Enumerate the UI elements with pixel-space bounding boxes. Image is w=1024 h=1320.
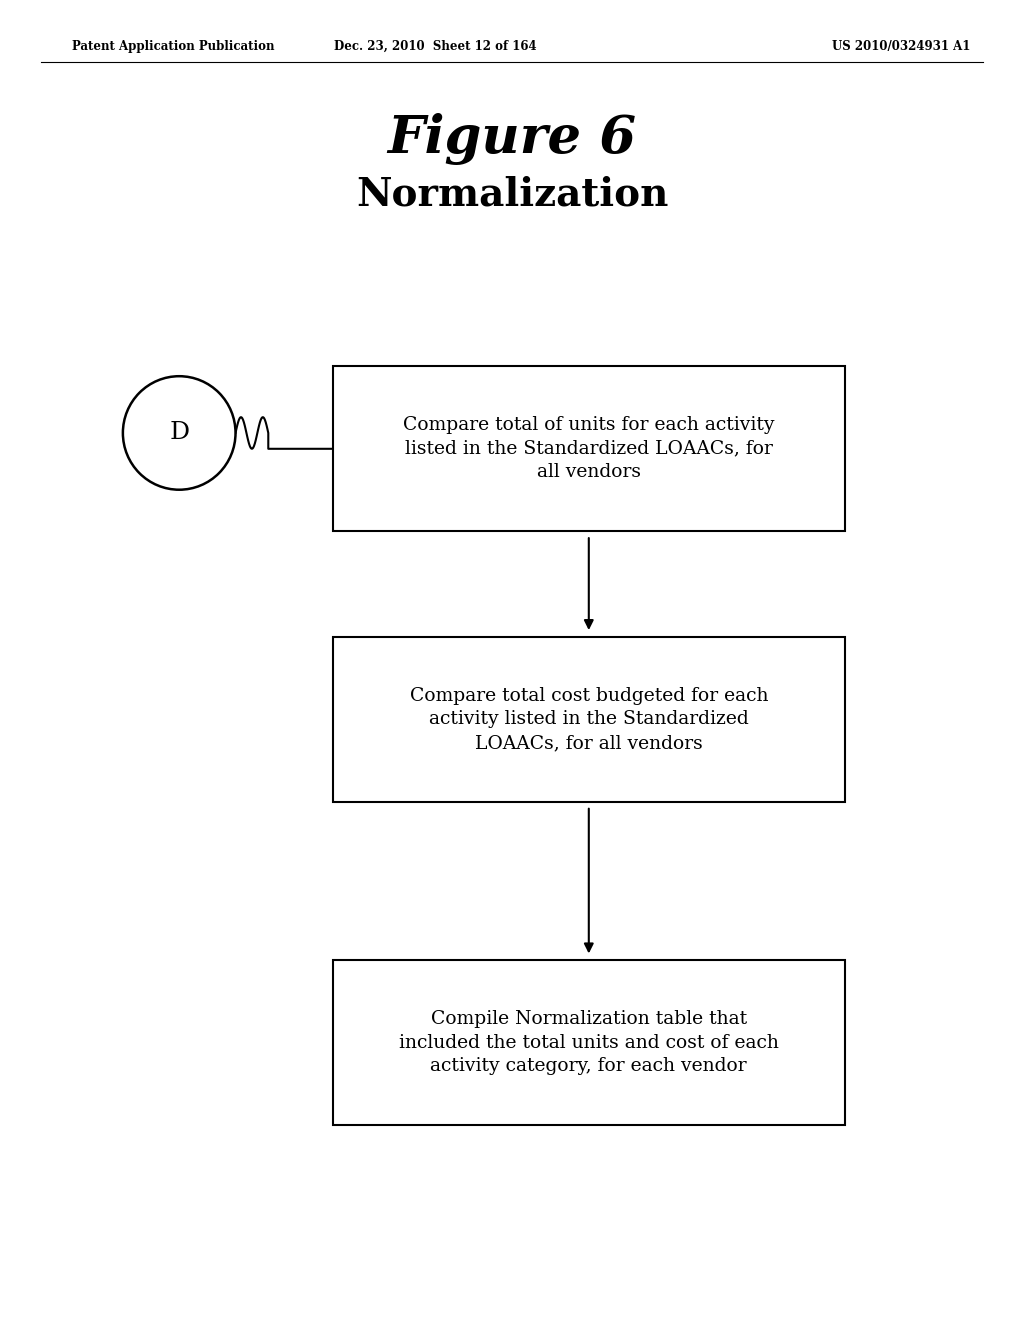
Text: D: D <box>169 421 189 445</box>
Text: Compare total cost budgeted for each
activity listed in the Standardized
LOAACs,: Compare total cost budgeted for each act… <box>410 686 768 752</box>
FancyBboxPatch shape <box>333 366 845 531</box>
Text: Patent Application Publication: Patent Application Publication <box>72 40 274 53</box>
Text: Figure 6: Figure 6 <box>387 112 637 165</box>
Ellipse shape <box>123 376 236 490</box>
Text: Compile Normalization table that
included the total units and cost of each
activ: Compile Normalization table that include… <box>399 1010 778 1076</box>
FancyBboxPatch shape <box>333 961 845 1125</box>
Text: US 2010/0324931 A1: US 2010/0324931 A1 <box>831 40 971 53</box>
Text: Dec. 23, 2010  Sheet 12 of 164: Dec. 23, 2010 Sheet 12 of 164 <box>334 40 537 53</box>
Text: Compare total of units for each activity
listed in the Standardized LOAACs, for
: Compare total of units for each activity… <box>403 416 774 482</box>
FancyBboxPatch shape <box>333 636 845 801</box>
Text: Normalization: Normalization <box>355 176 669 213</box>
